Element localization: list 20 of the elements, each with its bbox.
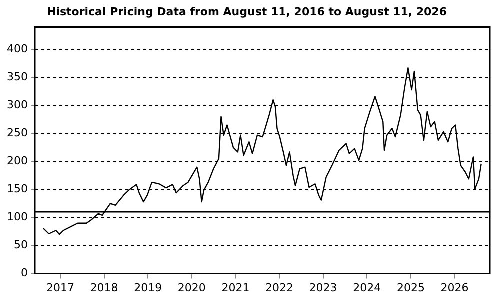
x-tick-label: 2021 — [222, 281, 250, 294]
x-tick-label: 2019 — [134, 281, 162, 294]
y-tick-label: 0 — [20, 266, 28, 280]
y-tick-label: 200 — [6, 154, 28, 168]
y-tick-label: 300 — [6, 98, 28, 112]
x-tick-label: 2023 — [309, 281, 338, 294]
x-tick-label: 2017 — [46, 281, 75, 294]
y-tick-label: 50 — [14, 238, 28, 252]
x-tick-label: 2020 — [178, 281, 206, 294]
x-tick-label: 2022 — [266, 281, 294, 294]
y-tick-label: 250 — [6, 126, 28, 140]
x-tick-label: 2024 — [353, 281, 382, 294]
x-tick-label: 2026 — [440, 281, 469, 294]
y-tick-label: 350 — [6, 70, 28, 84]
x-tick-label: 2018 — [90, 281, 118, 294]
y-tick-label: 150 — [6, 182, 28, 196]
y-tick-label: 400 — [6, 42, 28, 56]
y-tick-label: 100 — [6, 210, 28, 224]
chart-title: Historical Pricing Data from August 11, 2016 to August 11, 2026 — [47, 5, 448, 18]
x-tick-label: 2025 — [396, 281, 425, 294]
